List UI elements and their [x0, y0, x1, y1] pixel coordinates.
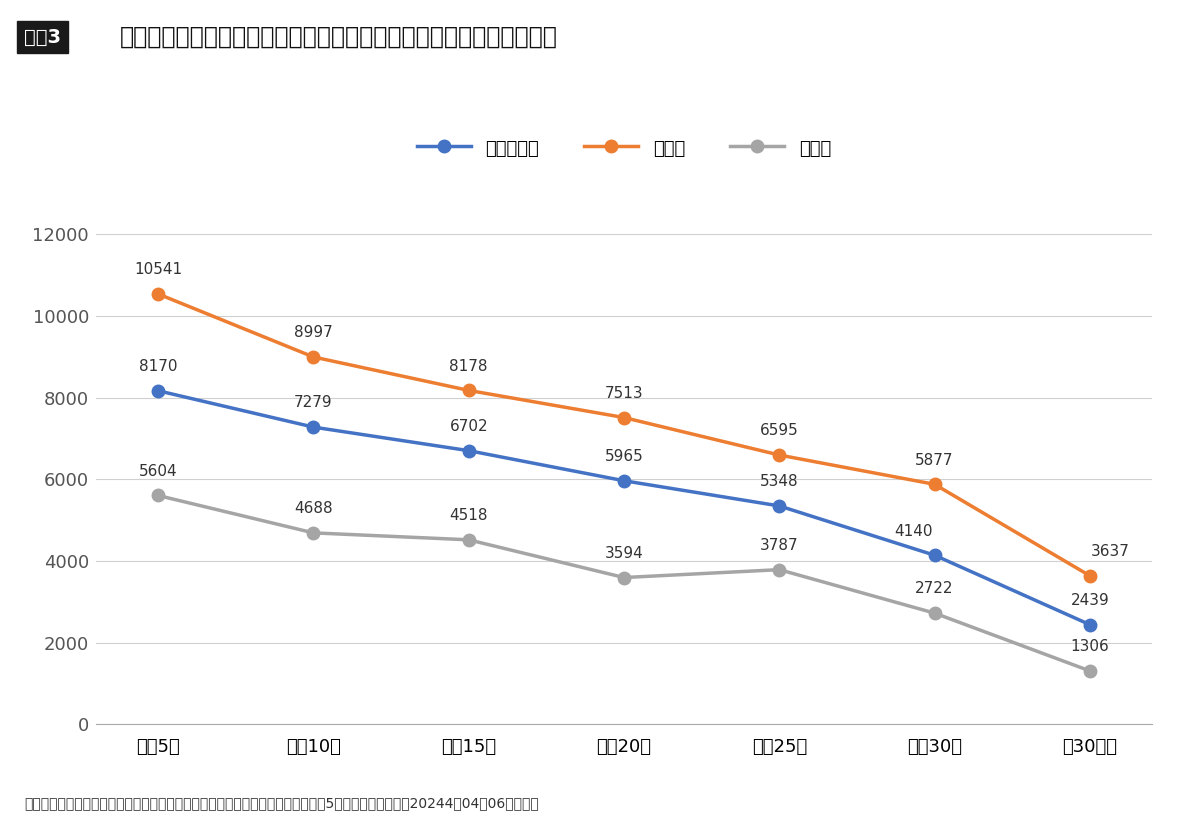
- Text: 4688: 4688: [294, 501, 332, 516]
- Text: 3787: 3787: [760, 538, 799, 553]
- 埼玉県: [306, 528, 320, 537]
- 首都圏全体: [462, 446, 476, 456]
- Text: 1306: 1306: [1070, 639, 1109, 654]
- Text: 出典：東日本不動産流通機構「首都圏中古マンション・中古戸建住宅地域別・箕5年数帯別成約状況〄20244年04～06月」」）: 出典：東日本不動産流通機構「首都圏中古マンション・中古戸建住宅地域別・箕5年数帯…: [24, 797, 539, 811]
- 埼玉県: [928, 608, 942, 618]
- Text: 3637: 3637: [1091, 544, 1130, 559]
- Text: 5965: 5965: [605, 449, 643, 464]
- 埼玉県: [151, 491, 166, 500]
- 都区部: [1082, 571, 1097, 581]
- 首都圏全体: [151, 386, 166, 396]
- 埼玉県: [772, 565, 786, 574]
- 埼玉県: [462, 535, 476, 545]
- 埼玉県: [617, 573, 631, 583]
- 首都圏全体: [617, 476, 631, 486]
- Text: 5348: 5348: [760, 474, 799, 489]
- Text: 10541: 10541: [134, 263, 182, 277]
- Text: 4140: 4140: [894, 523, 934, 538]
- Text: 首都圏中古マンションの築年数帯別の成約価格の平均（単位：万円）: 首都圏中古マンションの築年数帯別の成約価格の平均（単位：万円）: [120, 25, 558, 49]
- 首都圏全体: [772, 501, 786, 511]
- 都区部: [151, 289, 166, 299]
- Text: 8997: 8997: [294, 325, 332, 340]
- 首都圏全体: [1082, 620, 1097, 630]
- Line: 都区部: 都区部: [152, 288, 1096, 582]
- 埼玉県: [1082, 666, 1097, 676]
- Text: 4518: 4518: [450, 508, 488, 523]
- Text: 2722: 2722: [916, 582, 954, 597]
- 都区部: [462, 385, 476, 395]
- Text: 7279: 7279: [294, 395, 332, 411]
- Text: 8178: 8178: [450, 359, 488, 374]
- Text: 3594: 3594: [605, 546, 643, 560]
- 都区部: [772, 450, 786, 460]
- Text: 6595: 6595: [760, 423, 799, 439]
- Text: 6702: 6702: [449, 419, 488, 434]
- Text: 8170: 8170: [139, 359, 178, 374]
- Text: 2439: 2439: [1070, 593, 1109, 608]
- 首都圏全体: [928, 551, 942, 560]
- 首都圏全体: [306, 422, 320, 432]
- 都区部: [617, 412, 631, 422]
- Text: 5604: 5604: [139, 464, 178, 479]
- 都区部: [928, 480, 942, 490]
- 都区部: [306, 352, 320, 362]
- Text: 図表3: 図表3: [24, 27, 61, 47]
- Text: 7513: 7513: [605, 386, 643, 401]
- Text: 5877: 5877: [916, 453, 954, 467]
- Legend: 首都圏全体, 都区部, 埼玉県: 首都圏全体, 都区部, 埼玉県: [409, 131, 839, 165]
- Line: 埼玉県: 埼玉県: [152, 489, 1096, 677]
- Line: 首都圏全体: 首都圏全体: [152, 384, 1096, 631]
